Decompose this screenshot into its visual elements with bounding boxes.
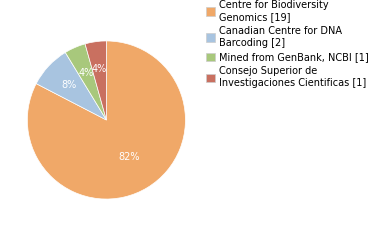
Wedge shape [65,44,106,120]
Text: 4%: 4% [78,68,93,78]
Wedge shape [85,41,106,120]
Text: 4%: 4% [92,64,107,74]
Text: 8%: 8% [61,80,76,90]
Wedge shape [36,53,106,120]
Wedge shape [27,41,185,199]
Legend: Centre for Biodiversity
Genomics [19], Canadian Centre for DNA
Barcoding [2], Mi: Centre for Biodiversity Genomics [19], C… [206,0,369,88]
Text: 82%: 82% [118,152,140,162]
